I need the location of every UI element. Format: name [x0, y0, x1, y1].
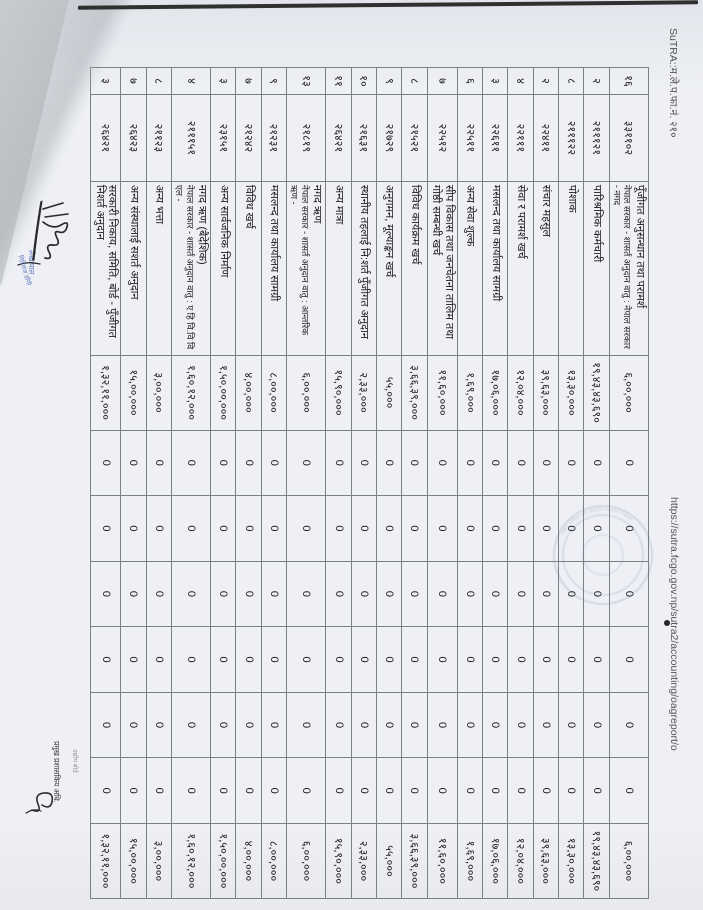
svg-text:गिरिराज डाँगी: गिरिराज डाँगी	[16, 254, 33, 285]
